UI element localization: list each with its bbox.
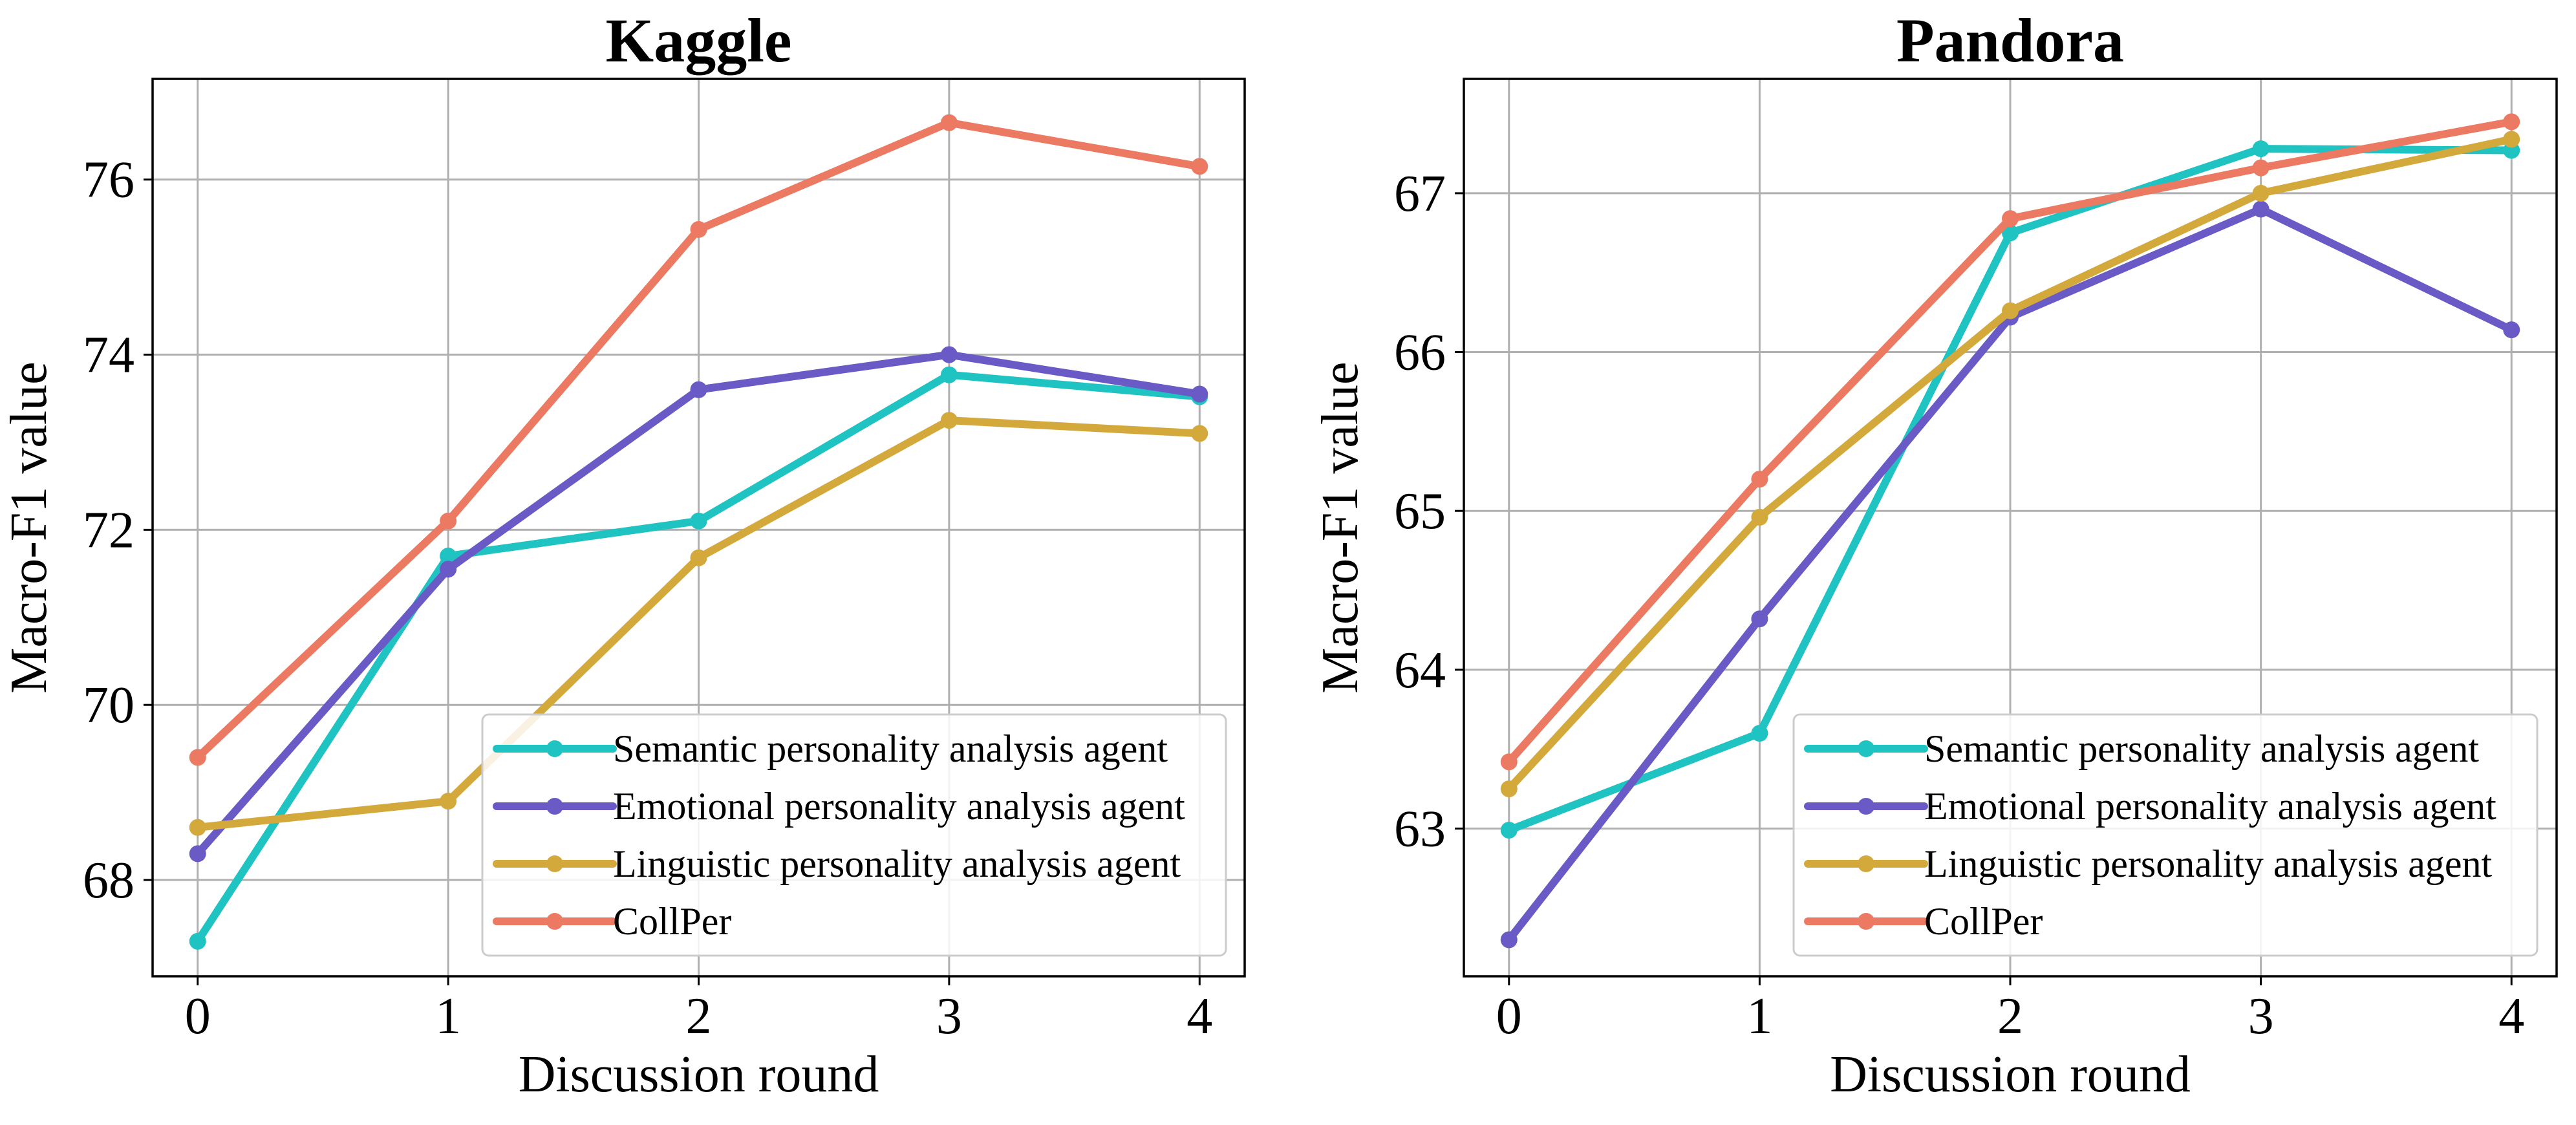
y-axis-label: Macro-F1 value <box>1 361 58 693</box>
data-point-emotional <box>2503 321 2520 338</box>
chart-title: Kaggle <box>606 6 792 75</box>
data-point-collper <box>2253 160 2270 177</box>
legend-label: Linguistic personality analysis agent <box>613 842 1181 885</box>
chart-panel-1: Pandora 0 1 2 3 4 63 64 65 66 67 Discussion round Ma… <box>1312 6 2557 1103</box>
x-tick-label: 2 <box>1997 988 2023 1045</box>
data-point-semantic <box>941 367 958 383</box>
data-point-collper <box>941 114 958 131</box>
legend-marker-emotional <box>1858 798 1874 815</box>
x-axis-label: Discussion round <box>519 1046 879 1103</box>
data-point-linguistic <box>440 793 456 809</box>
data-point-collper <box>691 221 707 238</box>
x-tick-label: 0 <box>1496 988 1522 1045</box>
data-point-linguistic <box>941 412 958 429</box>
y-tick-label: 66 <box>1394 325 1446 381</box>
legend-label: CollPer <box>1924 900 2043 943</box>
data-point-semantic <box>2253 140 2270 157</box>
data-point-emotional <box>189 845 206 862</box>
data-point-collper <box>1191 158 1208 175</box>
data-point-linguistic <box>1191 425 1208 442</box>
y-tick-label: 65 <box>1394 483 1446 540</box>
x-tick-label: 3 <box>936 988 962 1045</box>
legend-marker-semantic <box>546 740 563 757</box>
data-point-semantic <box>189 933 206 950</box>
legend-marker-collper <box>546 913 563 930</box>
legend-label: CollPer <box>613 900 731 943</box>
data-point-emotional <box>2253 200 2270 217</box>
data-point-emotional <box>941 347 958 363</box>
legend-label: Emotional personality analysis agent <box>613 785 1185 828</box>
x-tick-label: 2 <box>686 988 712 1045</box>
y-axis-label: Macro-F1 value <box>1312 361 1369 693</box>
y-tick-label: 70 <box>83 677 134 734</box>
chart-panel-0: Kaggle 0 1 2 3 4 68 70 72 74 76 Discussion round Mac… <box>1 6 1245 1103</box>
x-tick-label: 1 <box>435 988 461 1045</box>
legend-label: Semantic personality analysis agent <box>1924 727 2479 770</box>
chart-title: Pandora <box>1896 6 2124 75</box>
y-tick-label: 74 <box>83 327 134 384</box>
data-point-collper <box>189 749 206 766</box>
x-tick-label: 3 <box>2248 988 2274 1045</box>
legend-label: Linguistic personality analysis agent <box>1924 842 2492 885</box>
y-tick-label: 63 <box>1394 801 1446 858</box>
data-point-collper <box>440 513 456 530</box>
x-tick-label: 1 <box>1746 988 1772 1045</box>
legend-marker-linguistic <box>1858 855 1874 872</box>
data-point-emotional <box>440 561 456 577</box>
legend-label: Emotional personality analysis agent <box>1924 785 2496 828</box>
data-point-linguistic <box>691 550 707 566</box>
data-point-linguistic <box>2253 185 2270 202</box>
x-tick-label: 4 <box>2498 988 2524 1045</box>
data-point-semantic <box>1501 822 1518 839</box>
x-axis-label: Discussion round <box>1830 1046 2191 1103</box>
data-point-linguistic <box>189 819 206 836</box>
data-point-emotional <box>1191 385 1208 402</box>
data-point-emotional <box>691 381 707 398</box>
y-tick-label: 72 <box>83 502 134 559</box>
data-point-semantic <box>691 513 707 530</box>
legend-marker-collper <box>1858 913 1874 930</box>
y-tick-label: 68 <box>83 852 134 909</box>
data-point-collper <box>2503 113 2520 130</box>
data-point-collper <box>2002 210 2019 227</box>
data-point-linguistic <box>1751 509 1768 526</box>
y-tick-label: 67 <box>1394 166 1446 222</box>
data-point-collper <box>1751 471 1768 488</box>
data-point-emotional <box>1751 610 1768 627</box>
data-point-linguistic <box>2002 303 2019 319</box>
data-point-emotional <box>1501 931 1518 948</box>
data-point-linguistic <box>1501 780 1518 797</box>
y-tick-label: 64 <box>1394 642 1446 699</box>
legend-marker-linguistic <box>546 855 563 872</box>
legend-label: Semantic personality analysis agent <box>613 727 1168 770</box>
y-tick-label: 76 <box>83 152 134 209</box>
legend-marker-emotional <box>546 798 563 815</box>
x-tick-label: 4 <box>1186 988 1212 1045</box>
data-point-linguistic <box>2503 131 2520 147</box>
x-tick-label: 0 <box>185 988 211 1045</box>
data-point-semantic <box>1751 725 1768 742</box>
legend-marker-semantic <box>1858 740 1874 757</box>
data-point-collper <box>1501 753 1518 770</box>
